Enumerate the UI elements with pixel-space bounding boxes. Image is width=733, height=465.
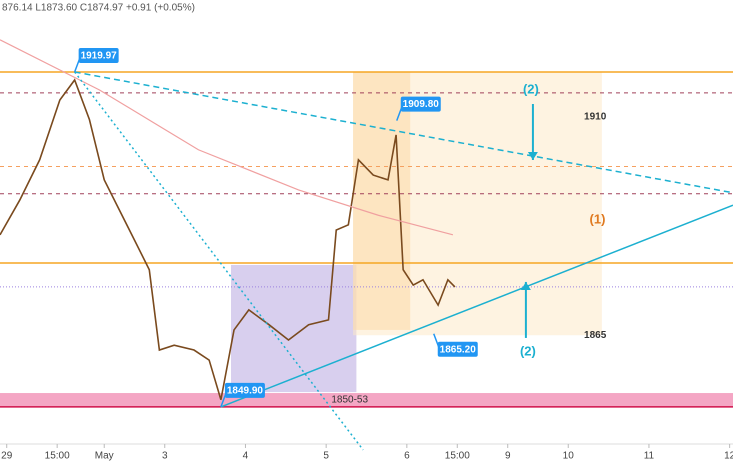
callout-box	[400, 96, 441, 112]
price-line	[0, 78, 456, 400]
x-tick-label: May	[95, 451, 114, 462]
x-tick-label: 11	[644, 451, 655, 462]
ohlc-header: 876.14 L1873.60 C1874.97 +0.91 (+0.05%)	[2, 3, 195, 14]
trend-line	[220, 204, 733, 408]
x-tick-label: 15:00	[45, 451, 70, 462]
x-tick-label: 12	[724, 451, 733, 462]
band-label: 1850-53	[331, 395, 368, 406]
price-line	[0, 39, 454, 236]
x-tick-label: 15:00	[445, 451, 470, 462]
annotation: 1910	[584, 111, 607, 122]
x-tick-label: 5	[323, 451, 329, 462]
callout-box	[437, 341, 478, 357]
annotation: (2)	[523, 81, 539, 96]
callout-label: 1909.80	[403, 99, 440, 110]
x-tick-label: 4	[243, 451, 249, 462]
support-band	[0, 393, 733, 407]
x-tick-label: 6	[404, 451, 410, 462]
callout-box	[78, 47, 119, 63]
annotation: (1)	[590, 211, 606, 226]
arrow-head	[520, 281, 531, 290]
callout-box	[224, 382, 265, 398]
x-tick-label: 10	[563, 451, 575, 462]
callout-label: 1919.97	[81, 51, 118, 62]
annotation: 1865	[584, 330, 607, 341]
x-tick-label: 3	[162, 451, 168, 462]
arrow-head	[527, 152, 538, 161]
callout-label: 1865.20	[440, 344, 477, 355]
zone-box	[230, 264, 357, 393]
callout-label: 1849.90	[227, 386, 264, 397]
x-tick-label: 9	[505, 451, 511, 462]
x-tick-label: 29	[1, 451, 13, 462]
trend-line	[74, 71, 364, 451]
annotation: (2)	[520, 343, 536, 358]
trend-line	[74, 71, 733, 194]
